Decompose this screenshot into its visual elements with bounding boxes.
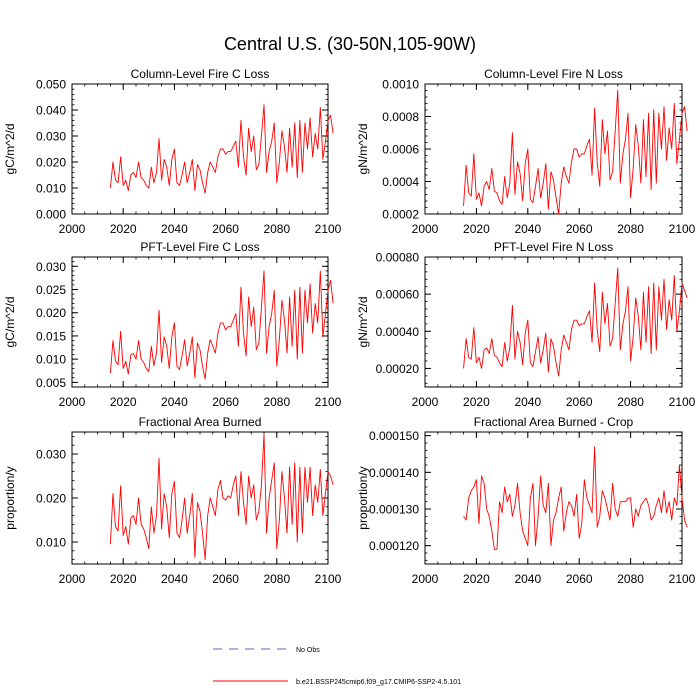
x-tick-label: 2080 xyxy=(263,572,290,586)
y-tick-label: 0.010 xyxy=(36,536,66,550)
plot-frame xyxy=(71,83,329,215)
y-tick-label: 0.0002 xyxy=(382,208,419,222)
x-tick-label: 2020 xyxy=(463,395,490,409)
y-tick-label: 0.000120 xyxy=(369,539,419,553)
chart-5: Fractional Area Burned proportion/y 2000 20… xyxy=(3,415,342,586)
x-tick-label: 2040 xyxy=(161,222,188,236)
x-tick-label: 2020 xyxy=(110,395,137,409)
plot-frame xyxy=(424,83,683,215)
main-title: Central U.S. (30-50N,105-90W) xyxy=(223,34,477,54)
y-tick-label: 0.0008 xyxy=(382,110,419,124)
y-tick-label: 0.000150 xyxy=(369,429,419,443)
y-axis-label: gC/m^2/d xyxy=(3,297,17,348)
x-tick-label: 2040 xyxy=(514,222,541,236)
y-tick-label: 0.0004 xyxy=(382,175,419,189)
series-line xyxy=(109,270,334,380)
x-tick-label: 2000 xyxy=(59,395,86,409)
y-tick-label: 0.0010 xyxy=(382,78,419,92)
x-tick-label: 2020 xyxy=(110,572,137,586)
x-tick-label: 2020 xyxy=(463,222,490,236)
x-tick-label: 2100 xyxy=(315,572,342,586)
y-axis-label: gN/m^2/d xyxy=(356,124,370,175)
x-tick-label: 2080 xyxy=(617,395,644,409)
x-tick-label: 2100 xyxy=(669,572,696,586)
x-tick-label: 2080 xyxy=(263,395,290,409)
y-axis-label: gC/m^2/d xyxy=(3,124,17,175)
chart-1: Column-Level Fire C Loss gC/m^2/d 2000 2020… xyxy=(3,67,342,236)
x-tick-label: 2100 xyxy=(669,222,696,236)
y-tick-label: 0.020 xyxy=(36,492,66,506)
y-tick-label: 0.000130 xyxy=(369,503,419,517)
y-axis-label: proportion/y xyxy=(3,466,17,529)
x-tick-label: 2000 xyxy=(412,222,439,236)
chart-4: PFT-Level Fire N Loss gN/m^2/d 2000 2020 204… xyxy=(356,240,696,409)
y-tick-label: 0.005 xyxy=(36,376,66,390)
y-tick-label: 0.025 xyxy=(36,283,66,297)
y-tick-label: 0.000 xyxy=(36,208,66,222)
y-axis-label: gN/m^2/d xyxy=(356,297,370,348)
y-tick-label: 0.030 xyxy=(36,260,66,274)
plot-frame xyxy=(424,431,683,565)
x-tick-label: 2000 xyxy=(412,395,439,409)
chart-title: PFT-Level Fire N Loss xyxy=(494,240,613,254)
chart-title: Column-Level Fire C Loss xyxy=(131,67,270,81)
x-tick-label: 2040 xyxy=(514,395,541,409)
chart-title: PFT-Level Fire C Loss xyxy=(140,240,259,254)
y-axis-label: proportion/y xyxy=(356,466,370,529)
y-tick-label: 0.00060 xyxy=(376,288,420,302)
x-tick-label: 2060 xyxy=(212,572,239,586)
chart-title: Fractional Area Burned xyxy=(139,415,262,429)
y-tick-label: 0.00080 xyxy=(376,251,420,265)
y-tick-label: 0.010 xyxy=(36,182,66,196)
x-tick-label: 2000 xyxy=(59,572,86,586)
y-tick-label: 0.030 xyxy=(36,130,66,144)
x-tick-label: 2060 xyxy=(566,395,593,409)
x-tick-label: 2000 xyxy=(59,222,86,236)
x-tick-label: 2040 xyxy=(161,572,188,586)
chart-3: PFT-Level Fire C Loss gC/m^2/d 2000 2020 204… xyxy=(3,240,342,409)
x-tick-label: 2020 xyxy=(463,572,490,586)
x-tick-label: 2080 xyxy=(263,222,290,236)
chart-2: Column-Level Fire N Loss gN/m^2/d 2000 2020… xyxy=(356,67,696,236)
x-tick-label: 2060 xyxy=(566,572,593,586)
x-tick-label: 2100 xyxy=(315,395,342,409)
y-tick-label: 0.000140 xyxy=(369,466,419,480)
y-tick-label: 0.0006 xyxy=(382,143,419,157)
y-tick-label: 0.020 xyxy=(36,156,66,170)
x-tick-label: 2040 xyxy=(161,395,188,409)
series-line xyxy=(463,90,688,215)
x-tick-label: 2060 xyxy=(212,222,239,236)
y-tick-label: 0.00020 xyxy=(376,362,420,376)
x-tick-label: 2100 xyxy=(315,222,342,236)
x-tick-label: 2060 xyxy=(212,395,239,409)
series-line xyxy=(109,433,334,561)
x-tick-label: 2060 xyxy=(566,222,593,236)
x-tick-label: 2100 xyxy=(669,395,696,409)
series-line xyxy=(463,267,688,377)
y-tick-label: 0.040 xyxy=(36,104,66,118)
x-tick-label: 2020 xyxy=(110,222,137,236)
x-tick-label: 2000 xyxy=(412,572,439,586)
y-tick-label: 0.015 xyxy=(36,329,66,343)
y-tick-label: 0.010 xyxy=(36,353,66,367)
chart-title: Column-Level Fire N Loss xyxy=(484,67,623,81)
y-tick-label: 0.00040 xyxy=(376,325,420,339)
x-tick-label: 2080 xyxy=(617,222,644,236)
series-line xyxy=(109,104,334,194)
chart-title: Fractional Area Burned - Crop xyxy=(474,415,634,429)
chart-6: Fractional Area Burned - Crop proportion/… xyxy=(356,415,696,586)
series-line xyxy=(463,446,688,550)
x-tick-label: 2080 xyxy=(617,572,644,586)
y-tick-label: 0.030 xyxy=(36,448,66,462)
x-tick-label: 2040 xyxy=(514,572,541,586)
y-tick-label: 0.050 xyxy=(36,78,66,92)
y-tick-label: 0.020 xyxy=(36,306,66,320)
